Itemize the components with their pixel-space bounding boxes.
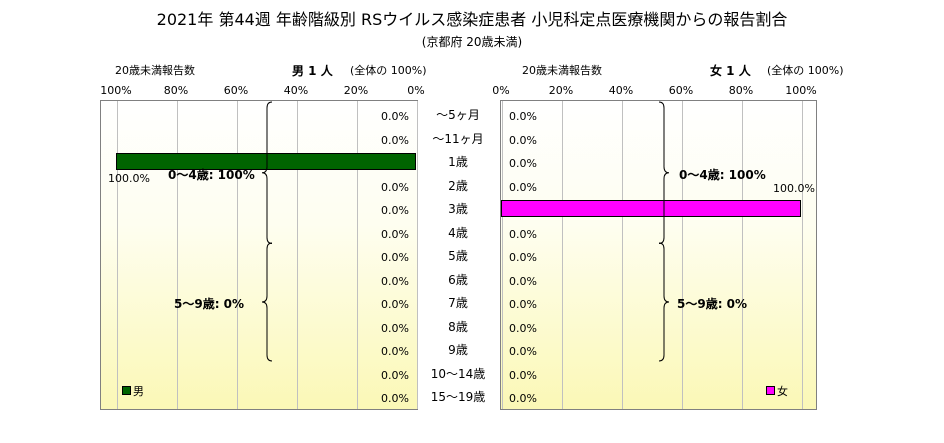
- female-value-label: 0.0%: [509, 180, 537, 194]
- female-legend-label: 女: [777, 385, 788, 398]
- male-value-label: 100.0%: [108, 172, 150, 185]
- female-tick-label: 20%: [548, 84, 574, 97]
- male-value-label: 0.0%: [381, 298, 409, 311]
- male-value-label: 0.0%: [381, 345, 409, 358]
- female-value-label: 0.0%: [509, 345, 537, 358]
- female-header-count-label: 20歳未満報告数: [522, 64, 602, 77]
- male-tick-label: 80%: [163, 84, 189, 97]
- female-value-label: 0.0%: [509, 133, 537, 147]
- male-value-label: 0.0%: [381, 133, 409, 147]
- age-category-label: 3歳: [448, 202, 468, 216]
- male-gridline: [237, 101, 238, 409]
- female-gridline: [802, 101, 803, 409]
- female-tick-label: 0%: [492, 84, 510, 97]
- male-tick-label: 40%: [283, 84, 309, 97]
- age-category-label: 15～19歳: [430, 390, 486, 404]
- male-value-label: 0.0%: [381, 204, 409, 217]
- male-gridline: [297, 101, 298, 409]
- chart-subtitle: (京都府 20歳未満): [421, 35, 523, 49]
- female-gridline: [502, 101, 503, 409]
- female-value-label: 0.0%: [509, 227, 537, 241]
- male-bar: [116, 153, 416, 170]
- age-category-label: ～11ヶ月: [432, 131, 484, 146]
- female-gridline: [562, 101, 563, 409]
- female-header-share: (全体の 100%): [767, 64, 844, 77]
- female-tick-label: 100%: [785, 84, 817, 97]
- male-value-label: 0.0%: [381, 110, 409, 123]
- male-gridline: [357, 101, 358, 409]
- male-value-label: 0.0%: [381, 392, 409, 405]
- female-group-label: 5～9歳: 0%: [677, 297, 748, 311]
- male-gridline: [177, 101, 178, 409]
- female-value-label: 0.0%: [509, 392, 537, 405]
- age-category-label: 2歳: [448, 178, 468, 193]
- male-header-total: 男 1 人: [292, 62, 333, 79]
- female-legend-swatch: [766, 386, 775, 395]
- female-tick-label: 60%: [668, 84, 694, 97]
- age-category-label: 6歳: [448, 272, 468, 287]
- female-value-label: 0.0%: [509, 321, 537, 335]
- male-value-label: 0.0%: [381, 368, 409, 382]
- female-value-label: 0.0%: [509, 110, 537, 123]
- chart-title: 2021年 第44週 年齢階級別 RSウイルス感染症患者 小児科定点医療機関から…: [156, 10, 788, 29]
- age-category-label: 4歳: [448, 225, 468, 240]
- male-value-label: 0.0%: [381, 227, 409, 241]
- male-legend: 男: [122, 383, 144, 399]
- female-plot-area: [500, 100, 817, 410]
- female-header-total: 女 1 人: [710, 62, 751, 79]
- female-tick-label: 40%: [608, 84, 634, 97]
- male-group-label: 5～9歳: 0%: [174, 297, 245, 311]
- male-legend-label: 男: [133, 385, 144, 398]
- male-value-label: 0.0%: [381, 251, 409, 264]
- male-tick-label: 20%: [343, 84, 369, 97]
- male-value-label: 0.0%: [381, 321, 409, 335]
- female-value-label: 0.0%: [509, 251, 537, 264]
- male-gridline: [417, 101, 418, 409]
- female-group-label: 0～4歳: 100%: [679, 167, 766, 182]
- male-group-label: 0～4歳: 100%: [168, 167, 255, 182]
- female-bar: [501, 200, 801, 217]
- male-gridline: [117, 101, 118, 409]
- female-value-label: 0.0%: [509, 298, 537, 311]
- male-header-count-label: 20歳未満報告数: [115, 64, 195, 77]
- female-legend: 女: [766, 383, 788, 399]
- female-gridline: [682, 101, 683, 409]
- age-category-label: 1歳: [448, 155, 468, 169]
- male-tick-label: 100%: [100, 84, 132, 97]
- male-value-label: 0.0%: [381, 180, 409, 194]
- age-category-label: ～5ヶ月: [436, 108, 480, 122]
- female-value-label: 0.0%: [509, 157, 537, 170]
- male-header-share: (全体の 100%): [350, 64, 427, 77]
- age-category-label: 5歳: [448, 249, 468, 263]
- female-gridline: [622, 101, 623, 409]
- age-category-label: 7歳: [448, 296, 468, 310]
- male-tick-label: 0%: [407, 84, 425, 97]
- age-category-label: 8歳: [448, 319, 468, 334]
- female-tick-label: 80%: [728, 84, 754, 97]
- male-value-label: 0.0%: [381, 274, 409, 288]
- male-plot-area: [100, 100, 418, 410]
- age-category-label: 10～14歳: [430, 366, 486, 381]
- female-value-label: 0.0%: [509, 274, 537, 288]
- male-header-main: 男 1 人: [292, 64, 333, 78]
- female-value-label: 100.0%: [773, 182, 815, 195]
- female-value-label: 0.0%: [509, 368, 537, 382]
- female-header-main: 女 1 人: [710, 64, 751, 78]
- age-category-label: 9歳: [448, 343, 468, 357]
- female-gridline: [742, 101, 743, 409]
- male-legend-swatch: [122, 386, 131, 395]
- male-tick-label: 60%: [223, 84, 249, 97]
